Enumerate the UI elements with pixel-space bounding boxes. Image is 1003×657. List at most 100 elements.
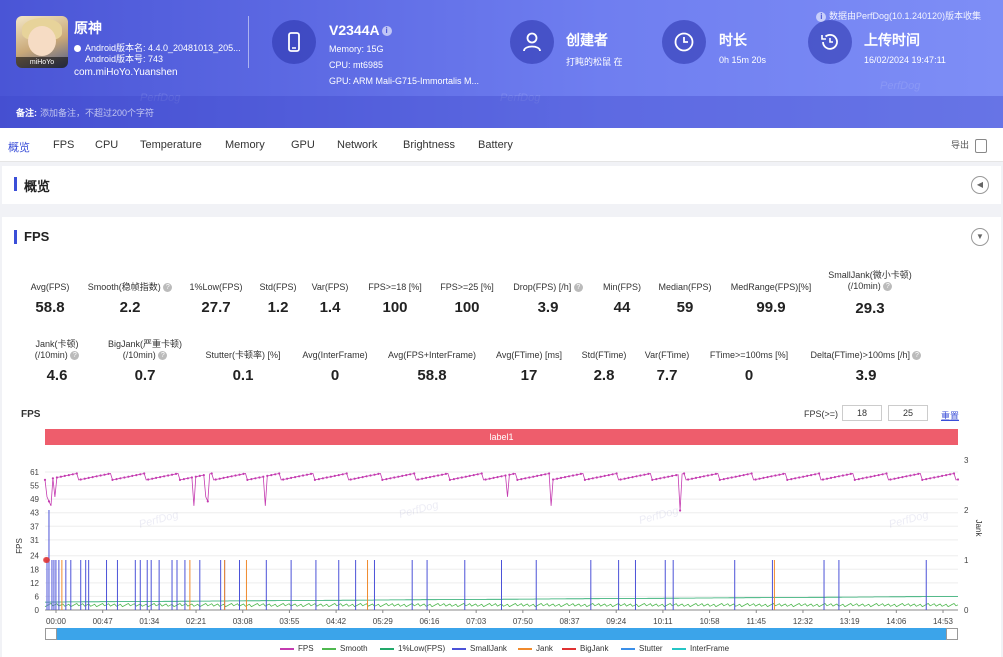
fps-point bbox=[484, 478, 487, 481]
fps-point bbox=[111, 478, 114, 481]
fps-point bbox=[575, 473, 579, 476]
tab-temperature[interactable]: Temperature bbox=[140, 139, 202, 151]
fps-point bbox=[103, 473, 106, 476]
scroll-handle-left[interactable] bbox=[45, 628, 57, 640]
legend-label: FPS bbox=[298, 644, 314, 653]
fps-point bbox=[234, 474, 237, 477]
fps-point bbox=[43, 478, 47, 481]
x-tick-label: 14:53 bbox=[933, 617, 954, 626]
tab-network[interactable]: Network bbox=[337, 139, 378, 151]
label-band[interactable]: label1 bbox=[45, 429, 958, 445]
tab-brightness[interactable]: Brightness bbox=[403, 139, 455, 151]
tab-fps[interactable]: FPS bbox=[53, 139, 75, 151]
fps-point bbox=[361, 476, 364, 479]
help-icon[interactable]: ? bbox=[70, 351, 80, 361]
metric-delta-ftime: Delta(FTime)>100ms [/h] ? 3.9 bbox=[804, 350, 928, 384]
fps-point bbox=[544, 473, 547, 476]
fps-point bbox=[683, 472, 686, 475]
metric-medrange-fps: MedRange(FPS)[%] 99.9 bbox=[730, 282, 812, 316]
fps-point bbox=[393, 476, 396, 479]
fps-point bbox=[174, 472, 178, 475]
fps-threshold-1-input[interactable]: 18 bbox=[842, 405, 882, 421]
header-divider bbox=[248, 16, 249, 68]
reset-button[interactable]: 重置 bbox=[941, 411, 960, 421]
legend-item[interactable]: SmallJank bbox=[452, 644, 507, 653]
fps-point bbox=[659, 477, 662, 480]
y2-tick-label: 1 bbox=[964, 556, 969, 565]
fps-point bbox=[294, 476, 297, 479]
legend-label: Jank bbox=[536, 644, 553, 653]
x-tick-label: 06:16 bbox=[419, 617, 440, 626]
fps-point bbox=[194, 475, 197, 478]
fps-threshold-2-input[interactable]: 25 bbox=[888, 405, 928, 421]
fps-point bbox=[262, 475, 265, 478]
fps-point bbox=[949, 473, 952, 476]
legend-item[interactable]: BigJank bbox=[562, 644, 608, 653]
legend-item[interactable]: 1%Low(FPS) bbox=[380, 644, 445, 653]
tab-gpu[interactable]: GPU bbox=[291, 139, 315, 151]
note-input[interactable]: 添加备注，不超过200个字符 bbox=[40, 108, 155, 118]
fps-point bbox=[905, 475, 908, 478]
help-icon[interactable]: ? bbox=[883, 282, 893, 292]
fps-point bbox=[595, 476, 598, 479]
scroll-handle-right[interactable] bbox=[946, 628, 958, 640]
fps-point bbox=[55, 476, 59, 479]
legend-item[interactable]: Stutter bbox=[621, 644, 663, 653]
y-axis-label: FPS bbox=[15, 538, 24, 554]
watermark: PerfDog bbox=[500, 92, 541, 104]
fps-point bbox=[186, 477, 189, 480]
legend-item[interactable]: InterFrame bbox=[672, 644, 729, 653]
help-icon[interactable]: ? bbox=[912, 351, 922, 361]
legend-label: InterFrame bbox=[690, 644, 730, 653]
tab-overview[interactable]: 概览 bbox=[8, 142, 30, 154]
help-icon[interactable]: ? bbox=[158, 351, 168, 361]
metric-ftime-ge-100: FTime>=100ms [%] 0 bbox=[709, 350, 789, 384]
tab-cpu[interactable]: CPU bbox=[95, 139, 119, 151]
fps-point bbox=[726, 477, 729, 480]
legend-swatch bbox=[562, 647, 576, 650]
fps-point bbox=[222, 476, 225, 479]
fps-point bbox=[337, 474, 340, 477]
fps-point bbox=[389, 477, 392, 480]
fps-point bbox=[774, 474, 777, 477]
fps-point bbox=[579, 472, 583, 475]
fps-point bbox=[63, 474, 66, 477]
fps-point bbox=[559, 476, 563, 479]
metric-std-ftime: Std(FTime) 2.8 bbox=[581, 350, 627, 384]
big-jank-mark bbox=[43, 557, 50, 563]
fps-point bbox=[754, 478, 757, 481]
timeline-scrollbar[interactable] bbox=[45, 628, 958, 640]
fps-point bbox=[91, 476, 94, 479]
fps-point bbox=[95, 475, 98, 478]
fps-point bbox=[190, 476, 193, 479]
fps-point bbox=[738, 474, 741, 477]
fps-point bbox=[329, 475, 332, 478]
fps-point bbox=[623, 477, 626, 480]
tab-memory[interactable]: Memory bbox=[225, 139, 265, 151]
help-icon[interactable]: ? bbox=[163, 283, 173, 293]
metric-var-fps: Var(FPS) 1.4 bbox=[311, 282, 349, 316]
help-icon[interactable]: ? bbox=[573, 283, 583, 293]
fps-point bbox=[425, 476, 428, 479]
legend-item[interactable]: FPS bbox=[280, 644, 314, 653]
device-model: V2344A bbox=[329, 22, 380, 38]
fps-point bbox=[428, 476, 432, 479]
fps-point bbox=[524, 477, 527, 480]
collapse-icon[interactable]: ◀ bbox=[971, 176, 989, 194]
expand-icon[interactable]: ▼ bbox=[971, 228, 989, 246]
info-icon[interactable]: i bbox=[381, 26, 392, 37]
legend-item[interactable]: Jank bbox=[518, 644, 553, 653]
y-tick-label: 49 bbox=[30, 495, 39, 504]
export-button[interactable]: 导出 bbox=[951, 138, 987, 153]
x-tick-label: 07:50 bbox=[513, 617, 534, 626]
legend-item[interactable]: Smooth bbox=[322, 644, 368, 653]
fps-point bbox=[512, 472, 515, 475]
fps-point bbox=[409, 473, 412, 476]
fps-point bbox=[611, 473, 614, 476]
fps-point bbox=[718, 478, 721, 481]
fps-point bbox=[504, 474, 507, 477]
fps-point bbox=[758, 477, 761, 480]
fps-point bbox=[456, 477, 459, 480]
tab-battery[interactable]: Battery bbox=[478, 139, 513, 151]
